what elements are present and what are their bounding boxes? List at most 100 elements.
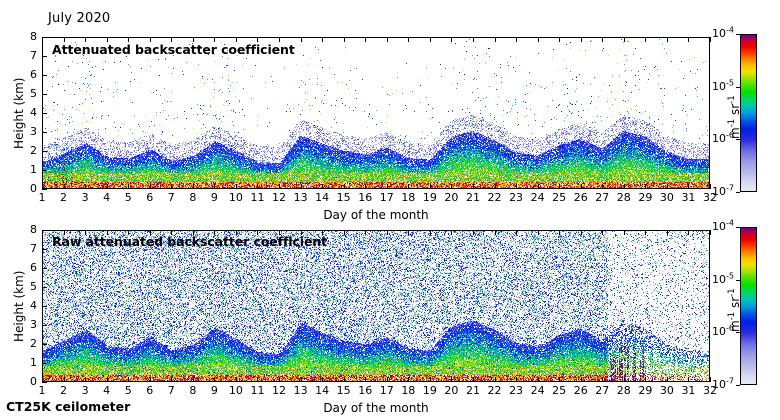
x-tick-label: 11	[250, 384, 265, 397]
x-tick-top	[667, 37, 668, 42]
y-tick-label: 2	[30, 337, 37, 350]
x-axis-label-top: Day of the month	[323, 208, 429, 222]
colorbar-units-label: m-1 sr-1	[727, 95, 742, 139]
x-tick	[645, 377, 646, 382]
x-tick-label: 21	[465, 384, 480, 397]
x-tick	[128, 184, 129, 189]
x-tick-top	[42, 37, 43, 42]
x-tick-top	[257, 37, 258, 42]
plot-area-attenuated-backscatter[interactable]	[42, 37, 710, 189]
x-tick	[559, 184, 560, 189]
x-tick-label: 15	[336, 384, 351, 397]
x-tick-top	[365, 230, 366, 235]
x-tick-top	[344, 230, 345, 235]
y-axis-label-top: Height (km)	[12, 77, 26, 149]
y-tick-label: 7	[30, 242, 37, 255]
x-tick-label: 17	[379, 384, 394, 397]
x-tick-label: 20	[444, 191, 459, 204]
x-tick	[495, 377, 496, 382]
colorbar-tick-label: 10-7	[712, 183, 734, 198]
x-tick-top	[193, 230, 194, 235]
x-tick	[516, 184, 517, 189]
x-tick-label: 8	[189, 191, 197, 204]
plot-area-raw-attenuated-backscatter[interactable]	[42, 230, 710, 382]
x-tick-label: 25	[552, 191, 567, 204]
y-tick-label: 1	[30, 356, 37, 369]
x-tick	[667, 184, 668, 189]
x-tick-label: 12	[272, 191, 287, 204]
x-tick-top	[236, 37, 237, 42]
x-tick	[365, 377, 366, 382]
colorbar-tick-label: 10-5	[712, 271, 734, 286]
colorbar-tick-label: 10-5	[712, 78, 734, 93]
x-tick	[85, 184, 86, 189]
y-tick-label: 6	[30, 68, 37, 81]
x-tick-top	[645, 230, 646, 235]
x-tick	[236, 184, 237, 189]
x-tick-label: 27	[595, 384, 610, 397]
x-tick	[344, 184, 345, 189]
x-tick-top	[322, 37, 323, 42]
x-tick-label: 30	[659, 191, 674, 204]
x-tick-top	[128, 230, 129, 235]
x-tick-top	[279, 230, 280, 235]
colorbar-gradient-box	[740, 227, 757, 385]
x-tick-label: 13	[293, 384, 308, 397]
x-tick-label: 5	[124, 191, 132, 204]
x-tick-top	[107, 37, 108, 42]
x-tick-label: 2	[60, 191, 68, 204]
x-tick-top	[128, 37, 129, 42]
x-tick-top	[581, 230, 582, 235]
x-tick-label: 3	[81, 384, 89, 397]
x-tick	[236, 377, 237, 382]
x-tick-top	[171, 230, 172, 235]
x-tick	[538, 184, 539, 189]
y-tick-label: 5	[30, 280, 37, 293]
x-tick-label: 28	[616, 384, 631, 397]
colorbar-tick-label: 10-6	[712, 323, 734, 339]
x-tick-label: 32	[703, 384, 717, 397]
x-tick	[430, 184, 431, 189]
x-tick-label: 11	[250, 191, 265, 204]
x-tick-label: 18	[401, 191, 416, 204]
x-tick	[624, 184, 625, 189]
x-tick	[624, 377, 625, 382]
x-tick-label: 14	[315, 384, 330, 397]
x-axis-label-bottom: Day of the month	[323, 401, 429, 415]
y-tick	[42, 56, 47, 57]
x-tick-top	[365, 37, 366, 42]
x-tick-top	[301, 230, 302, 235]
x-tick-top	[408, 230, 409, 235]
x-tick-label: 7	[167, 384, 175, 397]
x-tick-label: 25	[552, 384, 567, 397]
x-tick-top	[430, 230, 431, 235]
x-tick-top	[387, 230, 388, 235]
x-tick	[430, 377, 431, 382]
x-tick-top	[171, 37, 172, 42]
x-tick-label: 19	[422, 191, 437, 204]
x-tick-label: 14	[315, 191, 330, 204]
backscatter-heatmap-attenuated	[43, 38, 709, 188]
x-tick	[322, 377, 323, 382]
colorbar-tick-label: 10-7	[712, 376, 734, 391]
x-tick-label: 29	[638, 384, 653, 397]
x-tick	[408, 377, 409, 382]
x-tick-top	[193, 37, 194, 42]
y-tick	[42, 382, 47, 383]
x-tick-label: 10	[228, 384, 243, 397]
x-tick-top	[64, 230, 65, 235]
x-tick-label: 30	[659, 384, 674, 397]
x-tick	[322, 184, 323, 189]
panel-attenuated-backscatter: July 2020 Attenuated backscatter coeffic…	[12, 11, 757, 222]
x-tick-top	[257, 230, 258, 235]
x-tick-top	[85, 37, 86, 42]
x-tick	[257, 184, 258, 189]
x-tick-top	[214, 230, 215, 235]
x-tick	[387, 377, 388, 382]
x-tick-label: 29	[638, 191, 653, 204]
x-tick	[171, 184, 172, 189]
y-tick-label: 4	[30, 299, 37, 312]
x-tick-label: 18	[401, 384, 416, 397]
x-tick-label: 32	[703, 191, 717, 204]
x-tick-top	[85, 230, 86, 235]
